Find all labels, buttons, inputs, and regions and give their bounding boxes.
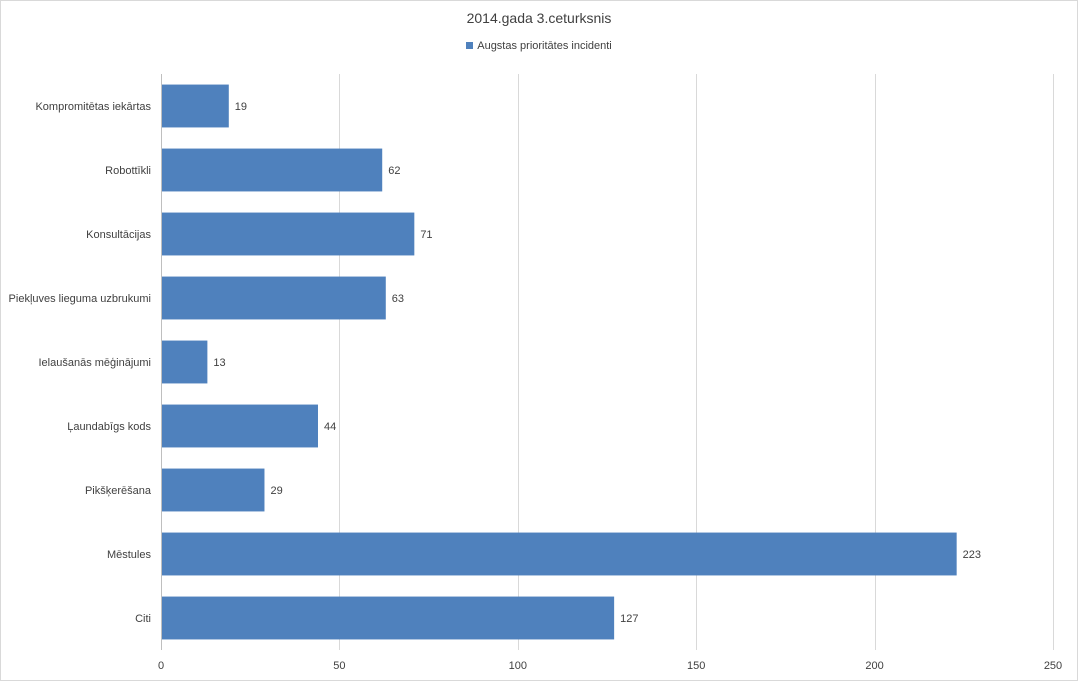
bar [162,148,383,192]
bars [162,84,957,640]
x-tick-label: 50 [333,660,345,672]
bar [162,596,615,640]
x-tick-label: 0 [158,660,164,672]
data-label: 19 [235,101,247,113]
category-label: Piekļuves lieguma uzbrukumi [9,293,151,305]
bar [162,276,386,320]
category-label: Pikšķerēšana [85,485,152,497]
x-tick-label: 250 [1044,660,1062,672]
data-label: 13 [213,357,225,369]
data-label: 63 [392,293,404,305]
category-labels: Kompromitētas iekārtas Robottīkli Konsultā… [9,101,152,625]
data-label: 29 [270,485,282,497]
category-label: Kompromitētas iekārtas [35,101,151,113]
bar [162,532,957,576]
data-label: 62 [388,165,400,177]
x-tick-label: 150 [687,660,705,672]
data-label: 127 [620,613,638,625]
category-label: Konsultācijas [86,229,151,241]
data-label: 44 [324,421,336,433]
x-tick-labels: 0 50 100 150 200 250 [158,660,1062,672]
bar [162,340,208,384]
legend-label: Augstas prioritātes incidenti [477,40,612,52]
bar [162,212,415,256]
category-label: Ļaundabīgs kods [67,421,151,433]
chart-title: 2014.gada 3.ceturksnis [466,10,612,26]
x-tick-label: 200 [865,660,883,672]
bar [162,404,318,448]
bar [162,84,229,128]
data-label: 71 [420,229,432,241]
data-label: 223 [963,549,981,561]
legend-swatch [466,42,474,49]
category-label: Robottīkli [105,165,151,177]
category-label: Citi [135,613,151,625]
category-label: Mēstules [107,549,152,561]
category-label: Ielaušanās mēģinājumi [38,356,151,369]
chart-legend: Augstas prioritātes incidenti [0,40,1078,52]
x-tick-label: 100 [509,660,527,672]
value-labels: 19 62 71 63 13 44 29 223 127 [213,101,981,625]
bar [162,468,265,512]
